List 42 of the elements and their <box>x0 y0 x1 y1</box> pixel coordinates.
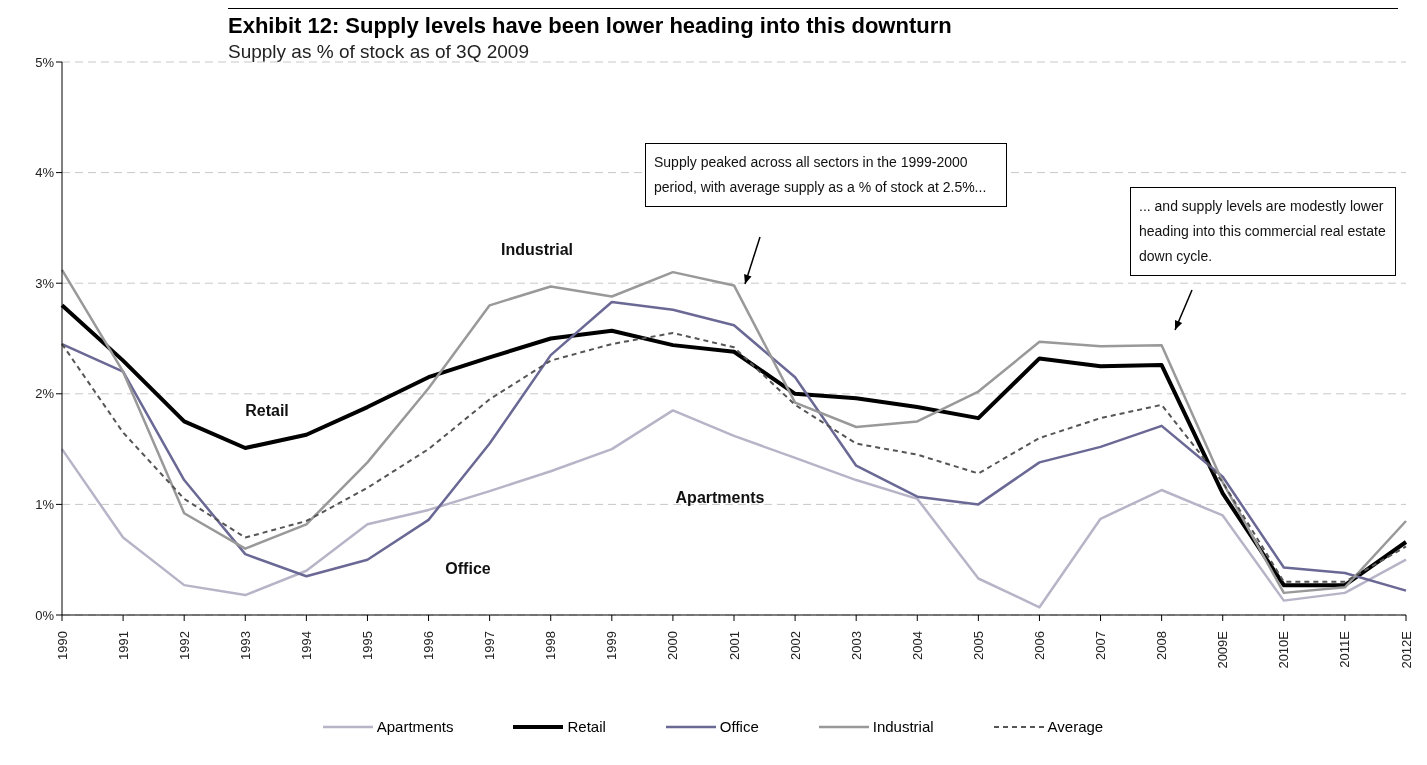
x-tick-label: 2009E <box>1215 630 1231 669</box>
x-tick-label: 2006 <box>1031 631 1047 660</box>
x-tick-label: 2011E <box>1337 630 1353 668</box>
legend-label: Retail <box>567 718 606 735</box>
x-tick-label: 1996 <box>421 631 437 660</box>
chart-title: Exhibit 12: Supply levels have been lower heading into this downturn <box>228 13 953 39</box>
x-tick-label: 1995 <box>359 631 375 660</box>
x-tick-label: 2008 <box>1154 631 1170 660</box>
legend-label: Office <box>719 718 759 735</box>
x-tick-label: 2005 <box>970 631 986 660</box>
x-tick-label: 1991 <box>115 631 131 660</box>
x-tick-label: 1999 <box>604 631 620 660</box>
x-tick-label: 1993 <box>237 631 253 660</box>
x-tick-label: 2004 <box>909 631 925 660</box>
x-tick-label: 1990 <box>54 631 70 660</box>
x-tick-label: 2001 <box>726 631 742 660</box>
y-tick-label: 1% <box>35 497 55 513</box>
x-tick-label: 2002 <box>787 631 803 660</box>
legend-label: Industrial <box>872 718 934 735</box>
y-tick-label: 5% <box>35 54 55 70</box>
annotation: ... and supply levels are modestly lower heading into this commercial real estate down cycle. <box>1130 187 1396 276</box>
x-tick-label: 2000 <box>665 631 681 660</box>
y-tick-label: 4% <box>35 165 55 181</box>
x-tick-label: 2010E <box>1276 630 1292 669</box>
x-tick-label: 1998 <box>543 631 559 660</box>
x-tick-label: 1994 <box>298 631 314 660</box>
annotation: Supply peaked across all sectors in the 1999-2000 period, with average supply as a % of stock at 2.5%... <box>645 143 1007 207</box>
y-tick-label: 3% <box>35 275 55 291</box>
x-tick-label: 2012E <box>1398 630 1414 669</box>
x-tick-label: 1992 <box>176 631 192 660</box>
annotation: Retail <box>245 401 289 419</box>
annotation: Office <box>445 559 491 577</box>
legend-label: Apartments <box>376 718 454 735</box>
y-tick-label: 0% <box>35 607 55 623</box>
x-tick-label: 2003 <box>848 631 864 660</box>
annotation: Industrial <box>500 240 574 258</box>
x-tick-label: 2007 <box>1093 631 1109 660</box>
annotation: Apartments <box>675 488 765 506</box>
chart-subtitle: Supply as % of stock as of 3Q 2009 <box>228 41 530 63</box>
x-tick-label: 1997 <box>482 631 498 660</box>
legend-label: Average <box>1047 718 1104 735</box>
y-tick-label: 2% <box>35 386 55 402</box>
